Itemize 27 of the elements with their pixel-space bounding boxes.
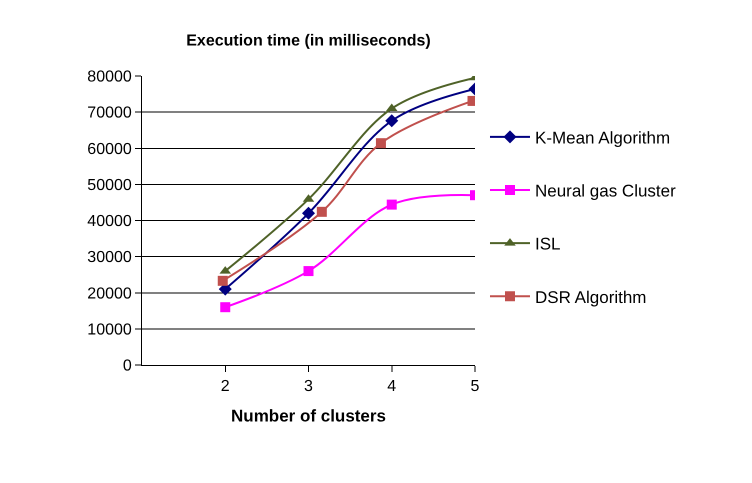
x-tick-label: 3 [304, 378, 314, 396]
legend-label: ISL [534, 234, 561, 254]
point [376, 138, 386, 148]
y-tick-label: 10000 [87, 321, 132, 338]
x-tick-label: 4 [387, 378, 396, 396]
y-tick-label: 80000 [87, 68, 132, 86]
point [218, 276, 228, 286]
x-tick-label: 2 [220, 378, 230, 396]
legend-label: DSR Algorithm [534, 288, 646, 307]
legend-label: Neural gas Cluster [534, 182, 676, 201]
y-tick-label: 0 [122, 358, 132, 375]
point [304, 266, 314, 276]
chart-title: Execution time (in milliseconds) [186, 32, 431, 50]
point [302, 206, 315, 220]
point [316, 206, 327, 217]
y-tick-label: 40000 [87, 213, 132, 230]
point [386, 200, 397, 210]
y-tick-label: 20000 [87, 285, 132, 302]
legend-label: K-Mean Algorithm [534, 128, 670, 148]
y-tick-label: 50000 [87, 176, 132, 194]
point [385, 114, 398, 128]
x-tick-label: 5 [470, 378, 480, 396]
y-tick-label: 30000 [87, 249, 132, 266]
y-tick-label: 60000 [87, 140, 132, 158]
x-axis-title: Number of clusters [231, 406, 386, 426]
y-tick-label: 70000 [87, 104, 132, 122]
point [220, 302, 230, 312]
